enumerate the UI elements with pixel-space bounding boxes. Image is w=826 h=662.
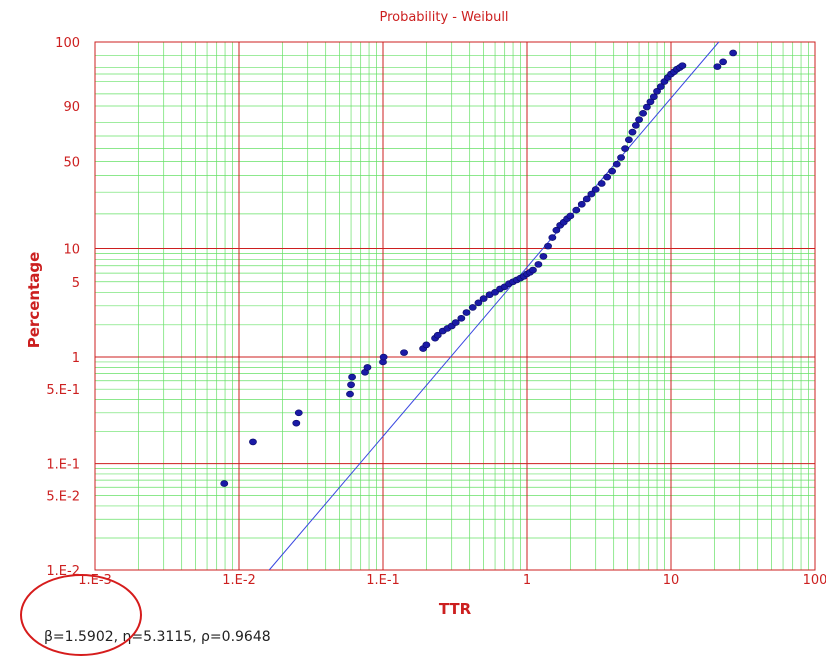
plot-frame [94, 41, 816, 571]
data-point [646, 98, 655, 106]
data-point [548, 234, 557, 241]
data-point [656, 83, 665, 90]
data-point [649, 93, 658, 101]
data-point [624, 136, 633, 144]
data-point [422, 341, 431, 349]
x-tick-label: 1.E-1 [366, 573, 400, 588]
x-tick-label: 1 [523, 573, 531, 588]
data-point [552, 226, 561, 234]
data-point [591, 186, 600, 193]
data-point [597, 180, 606, 187]
data-points [220, 49, 738, 487]
data-point [653, 87, 661, 95]
data-point [729, 49, 738, 57]
parameter-highlight-circle [20, 574, 142, 656]
y-tick-label: 100 [55, 36, 80, 51]
data-point [534, 261, 543, 268]
data-point [347, 381, 355, 389]
y-tick-label: 5.E-2 [46, 490, 80, 505]
data-point [474, 299, 483, 307]
data-point [577, 200, 586, 208]
y-tick-label: 5 [72, 276, 80, 291]
y-tick-label: 10 [63, 243, 80, 258]
data-point [628, 128, 637, 136]
data-point [468, 304, 477, 311]
y-tick-label: 1 [72, 351, 80, 366]
fit-line-group [268, 41, 720, 571]
data-point [220, 480, 229, 487]
minor-grid [95, 42, 815, 570]
data-point [348, 373, 356, 381]
data-point [292, 419, 301, 427]
fit-line [268, 41, 720, 571]
data-point [713, 63, 722, 70]
data-point [462, 309, 471, 316]
y-tick-label: 90 [63, 100, 80, 115]
y-tick-label: 1.E-1 [46, 458, 80, 473]
data-point [678, 62, 687, 69]
data-point [539, 253, 548, 260]
y-tick-label: 50 [63, 155, 80, 170]
x-tick-labels: 1.E-3 1.E-2 1.E-1 1 10 100 [78, 573, 826, 588]
x-axis-label: TTR [439, 600, 472, 618]
data-point [346, 390, 354, 398]
data-point [529, 266, 537, 274]
data-point [566, 212, 575, 220]
chart-title: Probability - Weibull [379, 10, 508, 25]
y-axis-label: Percentage [25, 252, 43, 349]
data-point [642, 103, 651, 111]
data-point [544, 242, 552, 250]
y-tick-label: 5.E-1 [46, 383, 80, 398]
data-point [621, 145, 629, 152]
data-point [631, 122, 640, 129]
data-point [249, 438, 257, 446]
weibull-parameters-text: β=1.5902, η=5.3115, ρ=0.9648 [44, 629, 271, 645]
data-point [572, 206, 581, 214]
x-tick-label: 1.E-2 [222, 573, 256, 588]
x-tick-label: 10 [663, 573, 680, 588]
data-point [635, 116, 643, 123]
data-point [479, 295, 488, 302]
data-point [719, 58, 727, 66]
data-point [608, 167, 617, 175]
x-tick-label: 100 [803, 573, 826, 588]
major-grid [95, 42, 815, 570]
data-point [617, 154, 625, 161]
data-point [603, 173, 612, 181]
data-point [363, 364, 372, 371]
data-point [582, 195, 591, 203]
data-point [379, 353, 388, 361]
data-point [587, 190, 596, 198]
data-point [433, 331, 442, 339]
data-point [612, 160, 621, 168]
data-point [294, 409, 303, 417]
data-point [639, 110, 647, 117]
data-point [457, 314, 466, 322]
data-point [400, 349, 408, 356]
data-point [451, 319, 460, 326]
